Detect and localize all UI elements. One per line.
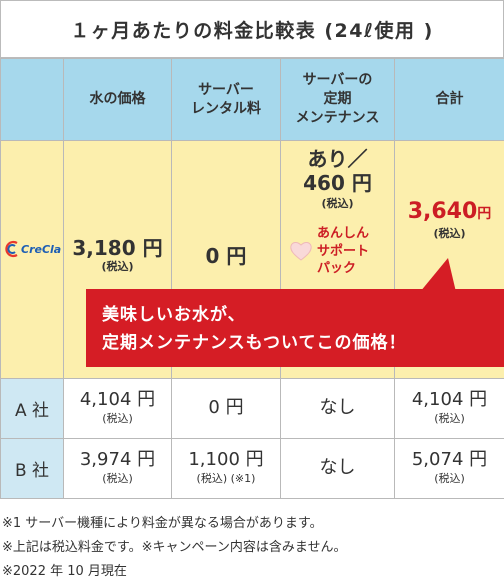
company-rental: 1,100 円 (税込) (※1) (171, 438, 281, 499)
crecia-logo-cell: CreCla (0, 140, 64, 379)
price-comparison-table: 水の価格 サーバー レンタル料 サーバーの 定期 メンテナンス 合計 CreCl… (0, 58, 504, 499)
footnote: ※1 サーバー機種により料金が異なる場合があります。 (2, 516, 323, 531)
company-total: 5,074 円 (税込) (394, 438, 504, 499)
footnote: ※上記は税込料金です。※キャンペーン内容は含みません。 (2, 540, 347, 556)
header-water-price: 水の価格 (63, 58, 172, 141)
header-row: 水の価格 サーバー レンタル料 サーバーの 定期 メンテナンス 合計 (0, 58, 504, 141)
banner-pointer (420, 258, 456, 292)
table-row: B 社 3,974 円 (税込) 1,100 円 (税込) (※1) なし 5,… (0, 438, 504, 499)
header-maintenance: サーバーの 定期 メンテナンス (280, 58, 395, 141)
anshin-support-pack: あんしん サポート パック (289, 225, 369, 278)
company-water-price: 3,974 円 (税込) (63, 438, 172, 499)
company-rental: 0 円 (171, 378, 281, 439)
header-total: 合計 (394, 58, 504, 141)
header-empty (0, 58, 64, 141)
heart-icon (290, 242, 312, 261)
table-title: １ヶ月あたりの料金比較表 (24ℓ使用 ) (0, 0, 504, 58)
company-total: 4,104 円 (税込) (394, 378, 504, 439)
company-label: B 社 (0, 438, 64, 499)
company-label: A 社 (0, 378, 64, 439)
crecia-logo: CreCla (4, 239, 61, 259)
footnote: ※2022 年 10 月現在 (2, 564, 127, 580)
promo-banner: 美味しいお水が、 定期メンテナンスもついてこの価格！ (86, 289, 504, 367)
company-maintenance: なし (280, 378, 395, 439)
table-row: A 社 4,104 円 (税込) 0 円 なし 4,104 円 (税込) (0, 378, 504, 439)
company-maintenance: なし (280, 438, 395, 499)
crecia-total-value: 3,640 (407, 199, 478, 224)
crecia-logo-mark-icon (5, 240, 18, 258)
footnotes: ※1 サーバー機種により料金が異なる場合があります。 ※上記は税込料金です。※キ… (2, 512, 346, 584)
company-water-price: 4,104 円 (税込) (63, 378, 172, 439)
header-server-rental: サーバー レンタル料 (171, 58, 281, 141)
